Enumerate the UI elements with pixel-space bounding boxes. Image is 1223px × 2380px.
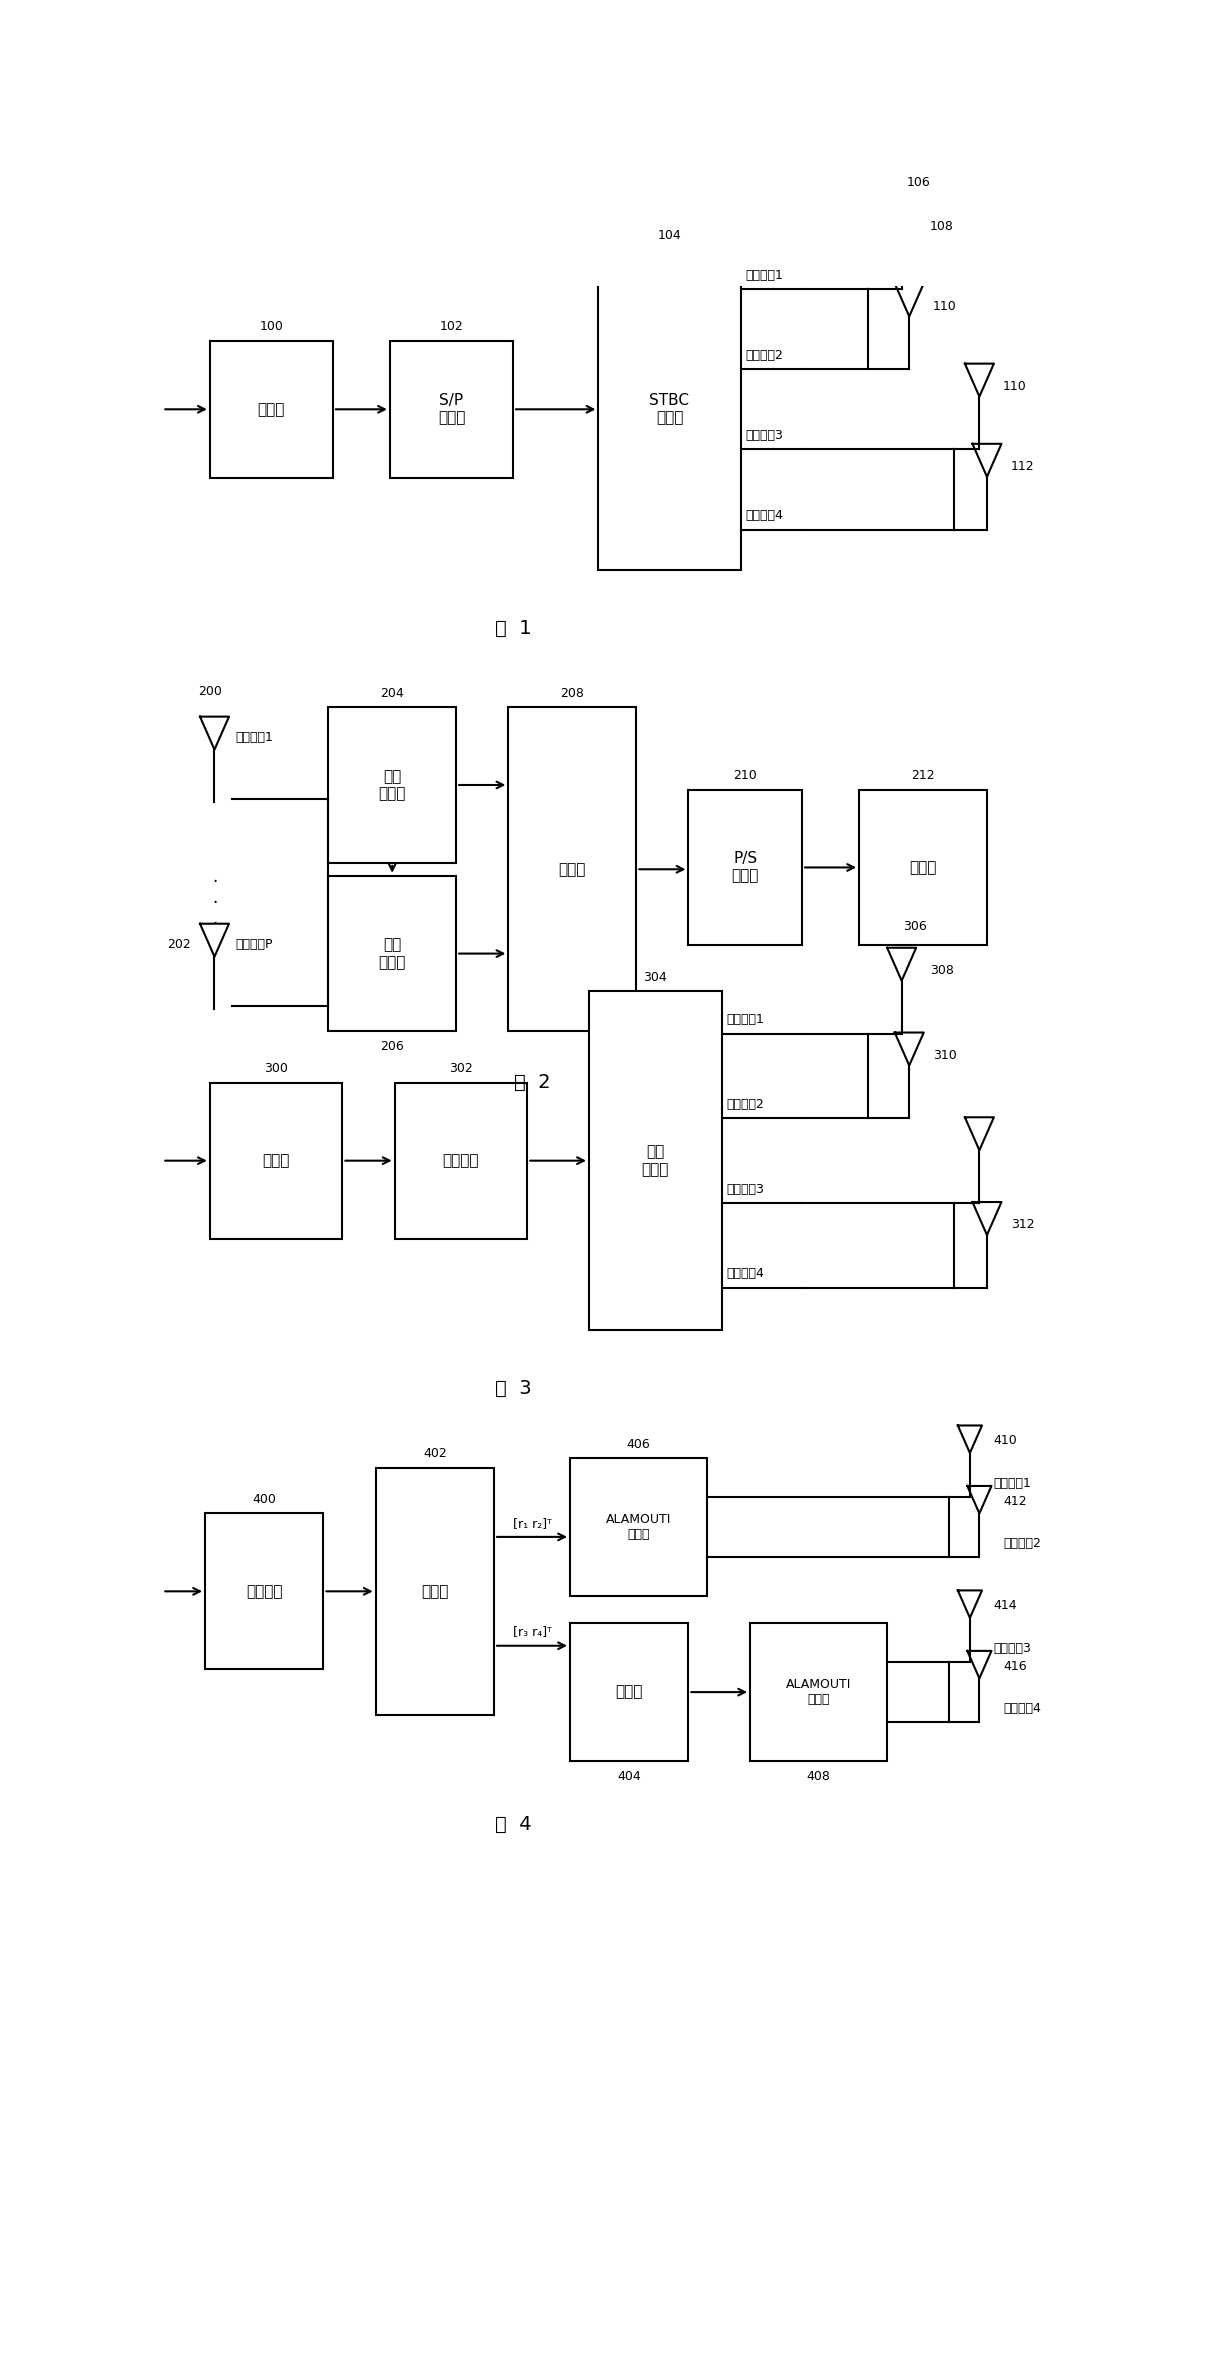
Text: 300: 300 (264, 1061, 289, 1076)
Text: 发送天线4: 发送天线4 (745, 509, 783, 521)
Text: 预编码器: 预编码器 (246, 1583, 283, 1599)
Text: 302: 302 (449, 1061, 473, 1076)
Bar (689, 790, 802, 945)
Text: 312: 312 (1010, 1219, 1035, 1230)
Text: 图  3: 图 3 (495, 1378, 531, 1397)
Bar (328, 876, 456, 1031)
Text: 310: 310 (933, 1050, 956, 1061)
Text: 接收天线P: 接收天线P (235, 938, 273, 952)
Text: 202: 202 (168, 938, 191, 952)
Text: 检测器: 检测器 (559, 862, 586, 876)
Text: 发送天线4: 发送天线4 (726, 1269, 764, 1280)
Bar (205, 1514, 324, 1668)
Bar (570, 1459, 707, 1597)
Text: 400: 400 (252, 1492, 276, 1507)
Text: 106: 106 (906, 176, 931, 188)
Text: 416: 416 (1003, 1659, 1026, 1673)
Text: 信号
组合器: 信号 组合器 (378, 938, 406, 969)
Text: 414: 414 (993, 1599, 1018, 1611)
Text: 发送天线2: 发送天线2 (1003, 1537, 1041, 1549)
Text: 发送天线3: 发送天线3 (993, 1642, 1031, 1654)
Text: 调制器: 调制器 (263, 1154, 290, 1169)
Text: 100: 100 (259, 321, 284, 333)
Text: ·
·
·: · · · (212, 873, 218, 933)
Bar (210, 1083, 342, 1238)
Text: 210: 210 (734, 769, 757, 783)
Text: 402: 402 (423, 1447, 446, 1461)
Text: 212: 212 (911, 769, 934, 783)
Text: 102: 102 (439, 321, 464, 333)
Text: 发送天线4: 发送天线4 (1003, 1702, 1041, 1716)
Text: 预编码器: 预编码器 (443, 1154, 479, 1169)
Text: 接收天线1: 接收天线1 (235, 731, 273, 745)
Text: ALAMOUTI
编码器: ALAMOUTI 编码器 (786, 1678, 851, 1706)
Text: 图  2: 图 2 (514, 1073, 550, 1092)
Bar (750, 1623, 888, 1761)
Bar (589, 990, 722, 1330)
Bar (859, 790, 987, 945)
Text: 200: 200 (198, 685, 221, 697)
Bar (598, 250, 741, 569)
Text: 发送天线3: 发送天线3 (726, 1183, 764, 1195)
Text: 104: 104 (658, 228, 681, 243)
Bar (328, 707, 456, 864)
Text: 延迟器: 延迟器 (615, 1685, 643, 1699)
Text: 306: 306 (904, 921, 927, 933)
Text: 图  4: 图 4 (495, 1816, 531, 1835)
Text: 时空
映射器: 时空 映射器 (642, 1145, 669, 1176)
Bar (509, 707, 636, 1031)
Text: 发送天线3: 发送天线3 (745, 428, 783, 443)
Text: 112: 112 (1010, 459, 1035, 474)
Bar (570, 1623, 689, 1761)
Bar (395, 1083, 527, 1238)
Text: ALAMOUTI
编码器: ALAMOUTI 编码器 (605, 1514, 671, 1542)
Text: [r₃ r₄]ᵀ: [r₃ r₄]ᵀ (512, 1626, 552, 1637)
Text: 206: 206 (380, 1040, 404, 1054)
Text: 发送天线1: 发送天线1 (993, 1476, 1031, 1490)
Text: 发送天线2: 发送天线2 (745, 350, 783, 362)
Text: 304: 304 (643, 971, 667, 983)
Text: 解调器: 解调器 (909, 859, 937, 876)
Text: 404: 404 (618, 1771, 641, 1783)
Text: 108: 108 (931, 219, 954, 233)
Text: 204: 204 (380, 688, 404, 700)
Text: 图  1: 图 1 (495, 619, 531, 638)
Text: [r₁ r₂]ᵀ: [r₁ r₂]ᵀ (512, 1516, 552, 1530)
Text: STBC
编码器: STBC 编码器 (649, 393, 690, 426)
Text: 110: 110 (1003, 381, 1027, 393)
Text: 调制器: 调制器 (258, 402, 285, 416)
Text: 308: 308 (931, 964, 954, 978)
Text: 发送天线2: 发送天线2 (726, 1097, 764, 1111)
Text: P/S
转换器: P/S 转换器 (731, 852, 759, 883)
Text: 信道
估计器: 信道 估计器 (378, 769, 406, 802)
Text: S/P
转换器: S/P 转换器 (438, 393, 465, 426)
Text: 发送天线1: 发送天线1 (745, 269, 783, 281)
Text: 208: 208 (560, 688, 585, 700)
Text: 412: 412 (1003, 1495, 1026, 1509)
Text: 发送天线1: 发送天线1 (726, 1014, 764, 1026)
Text: 映射器: 映射器 (421, 1583, 449, 1599)
Text: 406: 406 (626, 1438, 651, 1452)
Bar (375, 1468, 494, 1716)
Text: 110: 110 (933, 300, 956, 312)
Bar (390, 340, 514, 478)
Text: 408: 408 (807, 1771, 830, 1783)
Bar (210, 340, 333, 478)
Text: 410: 410 (993, 1435, 1018, 1447)
